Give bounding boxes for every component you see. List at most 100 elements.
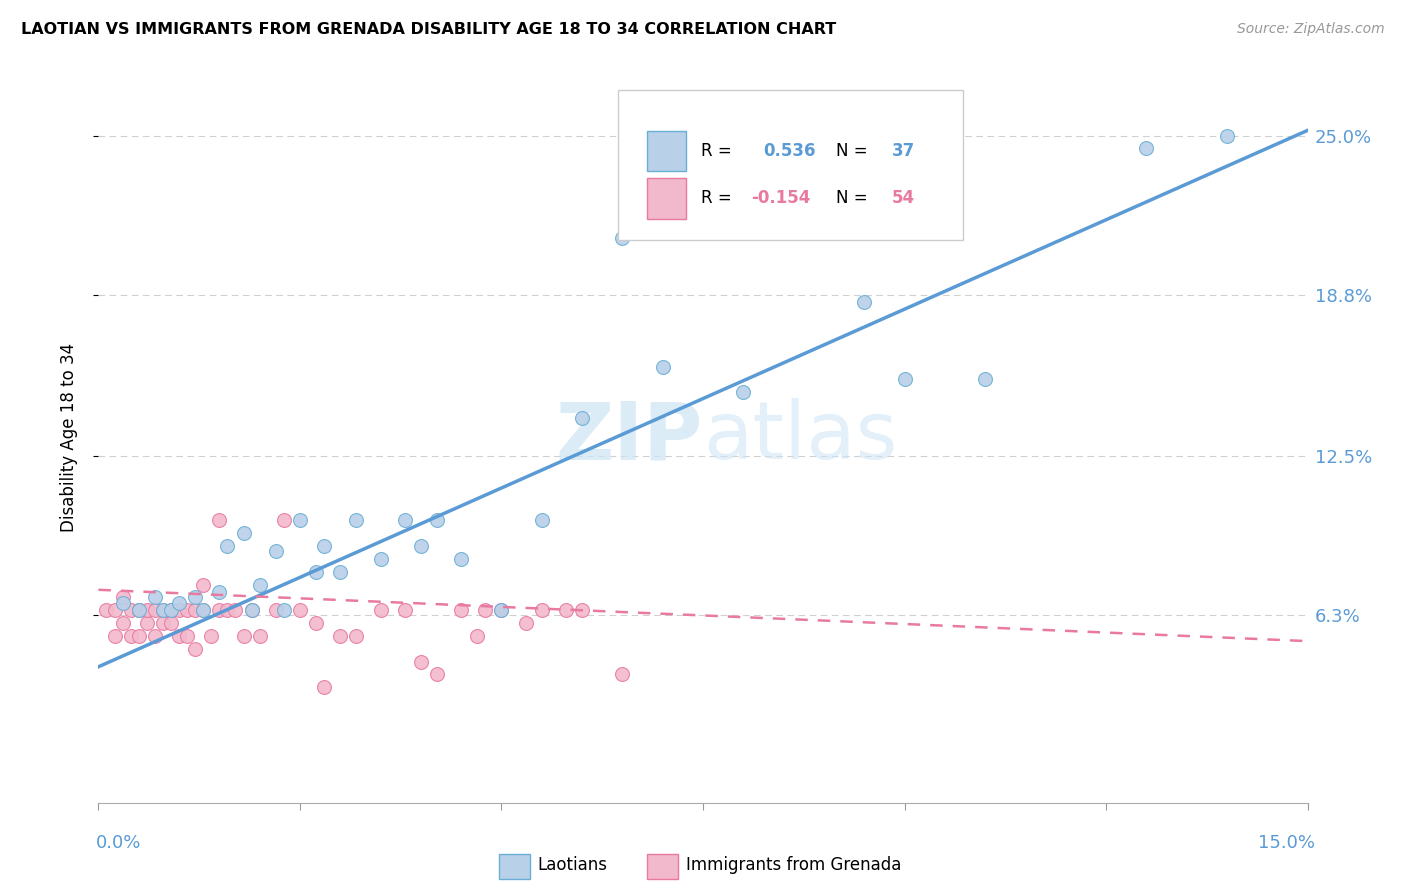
Text: Immigrants from Grenada: Immigrants from Grenada xyxy=(686,856,901,874)
Point xyxy=(264,603,287,617)
Point xyxy=(152,616,174,631)
Point xyxy=(208,603,231,617)
Text: atlas: atlas xyxy=(703,398,897,476)
Point xyxy=(232,526,254,541)
Point xyxy=(208,585,231,599)
Point xyxy=(465,629,488,643)
Point xyxy=(135,603,157,617)
Point xyxy=(111,591,134,605)
Point xyxy=(651,359,673,374)
Text: N =: N = xyxy=(837,142,873,160)
Point xyxy=(273,514,295,528)
Point xyxy=(143,603,166,617)
Point xyxy=(450,552,472,566)
Point xyxy=(530,514,553,528)
Point xyxy=(853,295,876,310)
Point xyxy=(184,591,207,605)
Point xyxy=(167,603,190,617)
Point xyxy=(370,603,392,617)
Point xyxy=(273,603,295,617)
Point xyxy=(733,385,755,400)
Point xyxy=(491,603,513,617)
Point xyxy=(224,603,246,617)
Point xyxy=(344,629,367,643)
Point xyxy=(160,616,183,631)
Point xyxy=(143,591,166,605)
Point xyxy=(1135,141,1157,155)
Point xyxy=(1216,128,1239,143)
Point xyxy=(128,629,150,643)
Bar xyxy=(647,131,686,171)
Point xyxy=(176,629,198,643)
Point xyxy=(193,603,215,617)
Point xyxy=(103,603,125,617)
Point xyxy=(571,603,593,617)
Point xyxy=(394,514,416,528)
Point xyxy=(329,629,352,643)
Text: Source: ZipAtlas.com: Source: ZipAtlas.com xyxy=(1237,22,1385,37)
Point xyxy=(344,514,367,528)
Point xyxy=(249,577,271,591)
Point xyxy=(571,410,593,425)
Point xyxy=(200,629,222,643)
Text: 54: 54 xyxy=(891,189,915,208)
Point xyxy=(491,603,513,617)
Point xyxy=(409,655,432,669)
Point xyxy=(555,603,578,617)
Point xyxy=(152,603,174,617)
Point xyxy=(120,603,142,617)
Text: 0.0%: 0.0% xyxy=(96,834,141,852)
Text: -0.154: -0.154 xyxy=(751,189,811,208)
Point xyxy=(288,603,311,617)
Point xyxy=(450,603,472,617)
Point xyxy=(103,629,125,643)
Point xyxy=(160,603,183,617)
Text: 15.0%: 15.0% xyxy=(1257,834,1315,852)
Point xyxy=(612,231,634,245)
Point xyxy=(193,577,215,591)
Point xyxy=(120,629,142,643)
Point xyxy=(515,616,537,631)
Text: N =: N = xyxy=(837,189,873,208)
Point xyxy=(176,603,198,617)
Point xyxy=(96,603,118,617)
Point xyxy=(394,603,416,617)
Point xyxy=(612,667,634,681)
FancyBboxPatch shape xyxy=(619,90,963,240)
Point xyxy=(160,603,183,617)
Text: R =: R = xyxy=(700,189,737,208)
Point xyxy=(305,565,328,579)
Point xyxy=(193,603,215,617)
Point xyxy=(128,603,150,617)
Point xyxy=(232,629,254,643)
Point xyxy=(240,603,263,617)
Point xyxy=(135,616,157,631)
Point xyxy=(305,616,328,631)
Text: Laotians: Laotians xyxy=(537,856,607,874)
Point xyxy=(314,539,336,553)
Point xyxy=(167,596,190,610)
Point xyxy=(184,603,207,617)
Point xyxy=(111,616,134,631)
Text: LAOTIAN VS IMMIGRANTS FROM GRENADA DISABILITY AGE 18 TO 34 CORRELATION CHART: LAOTIAN VS IMMIGRANTS FROM GRENADA DISAB… xyxy=(21,22,837,37)
Point xyxy=(288,514,311,528)
Point xyxy=(167,629,190,643)
Point xyxy=(217,539,239,553)
Point xyxy=(264,544,287,558)
Point xyxy=(409,539,432,553)
Point xyxy=(530,603,553,617)
Point xyxy=(426,667,449,681)
Point xyxy=(111,596,134,610)
Y-axis label: Disability Age 18 to 34: Disability Age 18 to 34 xyxy=(59,343,77,532)
Text: ZIP: ZIP xyxy=(555,398,703,476)
Text: 0.536: 0.536 xyxy=(763,142,815,160)
Point xyxy=(240,603,263,617)
Point xyxy=(128,603,150,617)
Point xyxy=(329,565,352,579)
Point xyxy=(152,603,174,617)
Point xyxy=(217,603,239,617)
Point xyxy=(893,372,915,386)
Point xyxy=(370,552,392,566)
Point xyxy=(128,603,150,617)
Point xyxy=(143,629,166,643)
